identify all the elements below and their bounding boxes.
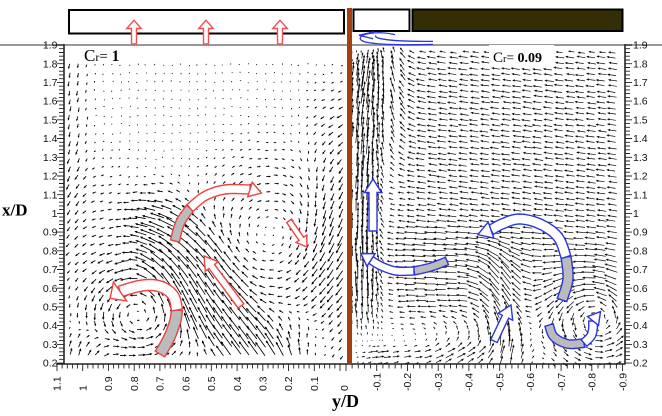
svg-text:0.7: 0.7	[633, 264, 648, 276]
svg-text:0.2: 0.2	[633, 358, 648, 370]
svg-text:0.8: 0.8	[633, 245, 648, 257]
svg-text:0.2: 0.2	[43, 358, 58, 370]
svg-text:1.3: 1.3	[633, 152, 648, 164]
svg-text:0.3: 0.3	[258, 376, 270, 391]
svg-text:0.9: 0.9	[633, 227, 648, 239]
svg-text:-0.7: -0.7	[556, 373, 568, 391]
svg-text:-0.3: -0.3	[433, 373, 445, 391]
svg-text:x/D: x/D	[2, 201, 28, 220]
svg-text:0.4: 0.4	[43, 320, 58, 332]
svg-text:1.5: 1.5	[633, 114, 648, 126]
svg-text:1.4: 1.4	[633, 133, 648, 145]
svg-text:y/D: y/D	[332, 391, 359, 411]
svg-text:0.5: 0.5	[206, 376, 218, 391]
svg-text:1: 1	[633, 208, 639, 220]
svg-text:0.4: 0.4	[232, 376, 244, 391]
svg-text:0.8: 0.8	[43, 245, 58, 257]
svg-text:0.8: 0.8	[129, 376, 141, 391]
svg-text:-0.8: -0.8	[587, 373, 599, 391]
svg-text:1.1: 1.1	[52, 376, 64, 391]
svg-text:1.1: 1.1	[43, 189, 58, 201]
svg-text:Cr= 1: Cr= 1	[84, 46, 119, 65]
svg-text:1.8: 1.8	[43, 58, 58, 70]
svg-text:1: 1	[52, 208, 58, 220]
svg-text:-0.4: -0.4	[464, 373, 476, 391]
svg-text:0.3: 0.3	[633, 339, 648, 351]
svg-text:1.6: 1.6	[633, 96, 648, 108]
svg-text:0.2: 0.2	[283, 376, 295, 391]
svg-text:1.1: 1.1	[633, 189, 648, 201]
svg-text:0.7: 0.7	[43, 264, 58, 276]
svg-text:-0.2: -0.2	[402, 373, 414, 391]
svg-text:1.7: 1.7	[633, 77, 648, 89]
svg-text:-0.1: -0.1	[371, 373, 383, 391]
svg-text:0.6: 0.6	[43, 283, 58, 295]
svg-text:1.8: 1.8	[633, 58, 648, 70]
svg-text:1.4: 1.4	[43, 133, 58, 145]
svg-text:1: 1	[77, 385, 89, 391]
svg-text:1.5: 1.5	[43, 114, 58, 126]
svg-text:0.5: 0.5	[633, 302, 648, 314]
svg-text:0.7: 0.7	[155, 376, 167, 391]
svg-text:1.3: 1.3	[43, 152, 58, 164]
svg-text:0.9: 0.9	[43, 227, 58, 239]
svg-text:1.6: 1.6	[43, 96, 58, 108]
svg-text:-0.5: -0.5	[494, 373, 506, 391]
svg-text:1.7: 1.7	[43, 77, 58, 89]
svg-text:1.9: 1.9	[633, 40, 648, 52]
svg-text:0.6: 0.6	[633, 283, 648, 295]
svg-text:-0.9: -0.9	[617, 373, 629, 391]
svg-text:1.2: 1.2	[633, 171, 648, 183]
svg-text:0.3: 0.3	[43, 339, 58, 351]
svg-text:-0.6: -0.6	[525, 373, 537, 391]
svg-text:Cr= 0.09: Cr= 0.09	[493, 50, 542, 66]
svg-text:0.5: 0.5	[43, 302, 58, 314]
svg-text:1.2: 1.2	[43, 171, 58, 183]
svg-text:0.6: 0.6	[180, 376, 192, 391]
svg-text:0.9: 0.9	[103, 376, 115, 391]
svg-text:0: 0	[339, 385, 351, 391]
svg-text:1.9: 1.9	[43, 40, 58, 52]
svg-text:0.4: 0.4	[633, 320, 648, 332]
svg-text:0.1: 0.1	[309, 376, 321, 391]
